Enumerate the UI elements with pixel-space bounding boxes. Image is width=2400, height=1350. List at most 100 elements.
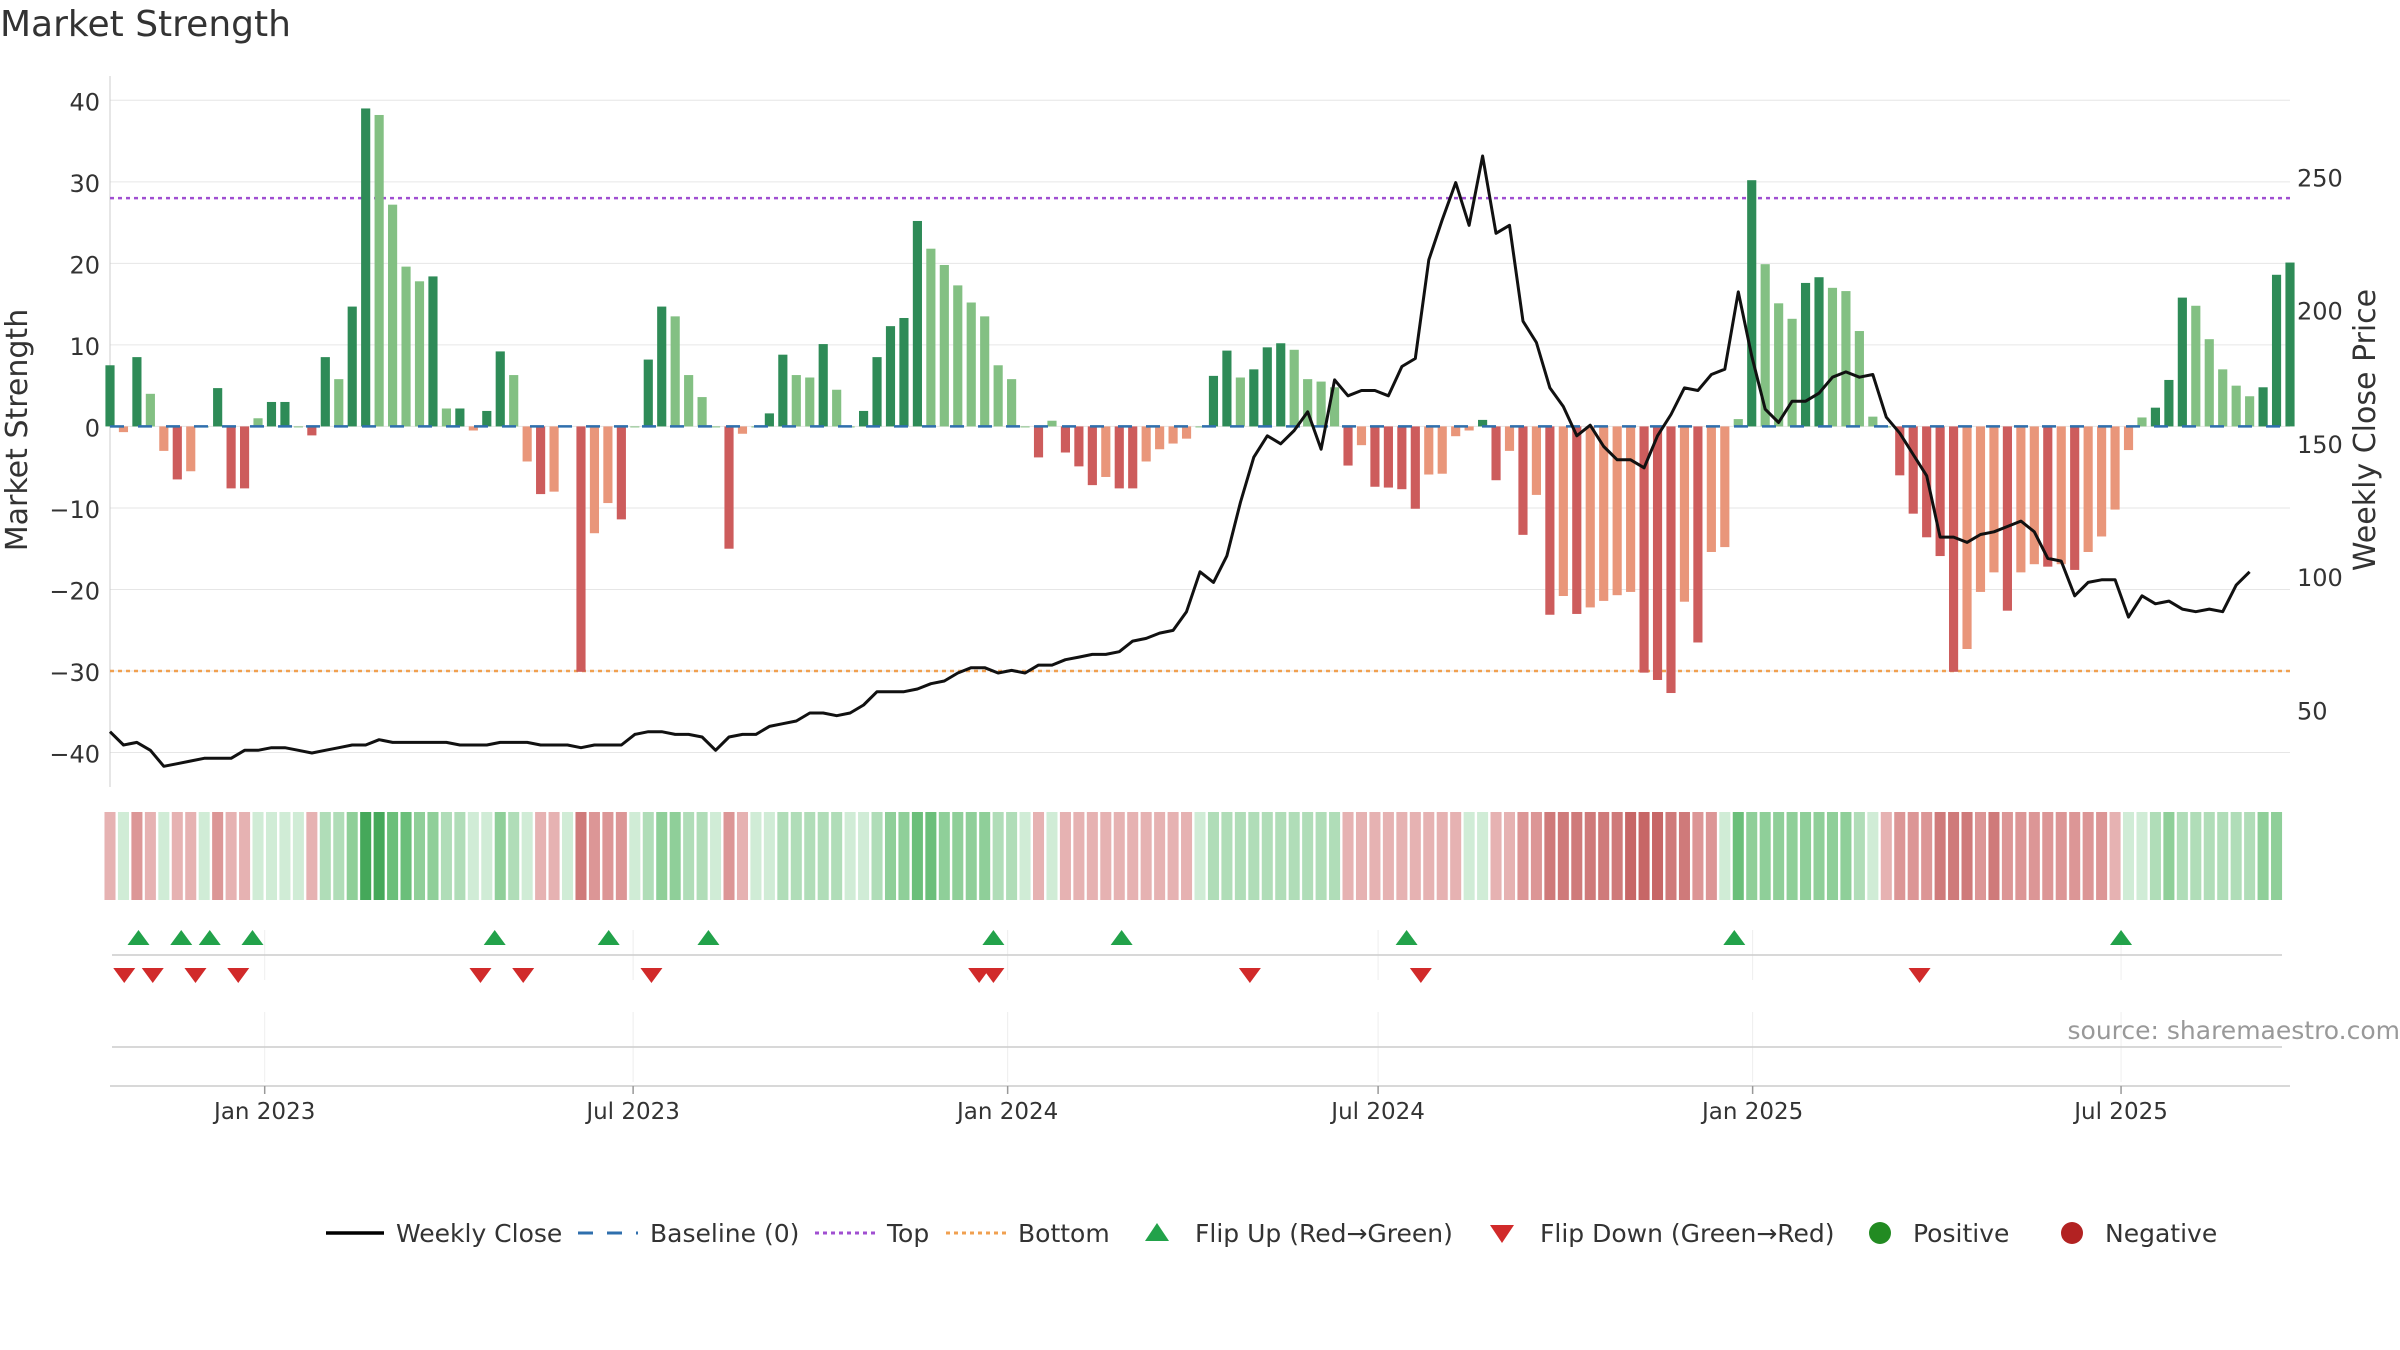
strength-band-cell (2001, 812, 2013, 900)
flip-up-marker (1723, 930, 1746, 945)
strength-bar (536, 426, 546, 495)
strength-band-cell (1329, 812, 1341, 900)
strength-bar (818, 344, 828, 427)
strength-band-cell (1113, 812, 1125, 900)
strength-band-cell (1194, 812, 1206, 900)
flip-up-marker (170, 930, 193, 945)
strength-bar (1222, 350, 1232, 427)
legend-item: Flip Up (Red→Green) (1145, 1219, 1453, 1248)
strength-bar (1814, 277, 1824, 427)
strength-bar (1168, 426, 1178, 444)
legend-label: Flip Up (Red→Green) (1195, 1219, 1453, 1248)
flip-up-marker (982, 930, 1005, 945)
strength-bar (253, 418, 263, 427)
strength-bar (764, 413, 774, 427)
flip-down-marker (982, 968, 1005, 983)
strength-band-cell (427, 812, 439, 900)
strength-band-cell (1611, 812, 1623, 900)
strength-bar (2164, 379, 2174, 427)
strength-band-cell (1302, 812, 1314, 900)
flip-up-marker (597, 930, 620, 945)
strength-band-cell (1207, 812, 1219, 900)
strength-band-cell (1746, 812, 1758, 900)
strength-bar (441, 408, 451, 427)
strength-band-cell (2042, 812, 2054, 900)
flip-down-marker (227, 968, 250, 983)
strength-band-cell (144, 812, 156, 900)
y-right-tick-label: 150 (2297, 431, 2343, 459)
x-tick-label: Jan 2025 (1700, 1099, 1803, 1125)
strength-bar (832, 389, 842, 427)
strength-band-cell (292, 812, 304, 900)
strength-band-cell (1719, 812, 1731, 900)
strength-band-cell (1705, 812, 1717, 900)
y-tick-label: −10 (49, 496, 100, 524)
strength-bar (2285, 262, 2295, 427)
strength-band-cell (2082, 812, 2094, 900)
flip-down-marker (968, 968, 991, 983)
strength-bar (2002, 426, 2012, 611)
strength-band-cell (346, 812, 358, 900)
strength-bar (2177, 297, 2187, 427)
y-tick-label: 10 (69, 333, 100, 361)
legend-flip-down-icon (1490, 1225, 1514, 1243)
weekly-close-path (108, 154, 2251, 768)
strength-bar (1854, 331, 1864, 427)
strength-bar (468, 426, 478, 431)
strength-bar (1558, 426, 1568, 597)
flip-down-marker (512, 968, 535, 983)
strength-band-cell (1221, 812, 1233, 900)
strength-bar (455, 408, 465, 427)
strength-bar (1235, 377, 1245, 427)
strength-band-cell (1692, 812, 1704, 900)
strength-band-cell (2163, 812, 2175, 900)
strength-bar (145, 393, 155, 427)
strength-bar (2150, 407, 2161, 427)
source-credit: source: sharemaestro.com (2067, 1016, 2400, 1045)
strength-band-cell (521, 812, 533, 900)
legend-label: Weekly Close (396, 1219, 562, 1248)
strength-bar (2258, 387, 2268, 427)
strength-band-cell (1288, 812, 1300, 900)
strength-band-cell (1355, 812, 1367, 900)
strength-bar (576, 426, 586, 672)
strength-band-cell (588, 812, 600, 900)
strength-bar (1343, 426, 1353, 466)
strength-bar (1356, 426, 1367, 446)
strength-bar (1626, 426, 1636, 592)
strength-band-cell (979, 812, 991, 900)
strength-band-cell (319, 812, 331, 900)
strength-bar (1666, 426, 1676, 694)
strength-band-cell (1840, 812, 1852, 900)
legend-label: Top (886, 1219, 929, 1248)
strength-bar (401, 266, 411, 427)
strength-band-cell (1894, 812, 1906, 900)
x-tick-label: Jul 2024 (1329, 1099, 1425, 1125)
strength-bar (2083, 426, 2093, 552)
strength-band-cell (2244, 812, 2256, 900)
strength-bar (2043, 426, 2053, 567)
strength-bar (1693, 426, 1703, 643)
strength-bar (966, 302, 976, 427)
strength-band-cell (1006, 812, 1018, 900)
strength-bar (980, 316, 990, 427)
strength-band-cell (831, 812, 843, 900)
strength-bar (1545, 426, 1555, 615)
strength-bar (2029, 426, 2039, 565)
strength-band-cell (562, 812, 574, 900)
strength-bar (805, 377, 815, 427)
x-tick-label: Jul 2025 (2072, 1099, 2168, 1125)
strength-band-cell (1059, 812, 1071, 900)
y-right-tick-label: 50 (2297, 697, 2328, 725)
strength-bar (1155, 426, 1165, 450)
strength-bar (1101, 426, 1111, 477)
strength-band-cell (2109, 812, 2121, 900)
strength-band-cell (1100, 812, 1112, 900)
strength-band-cell (925, 812, 937, 900)
strength-band-cell (871, 812, 883, 900)
strength-bar (1679, 426, 1690, 602)
strength-band-cell (938, 812, 950, 900)
strength-band-cell (1033, 812, 1045, 900)
strength-band-cell (333, 812, 345, 900)
strength-bar (697, 397, 707, 427)
